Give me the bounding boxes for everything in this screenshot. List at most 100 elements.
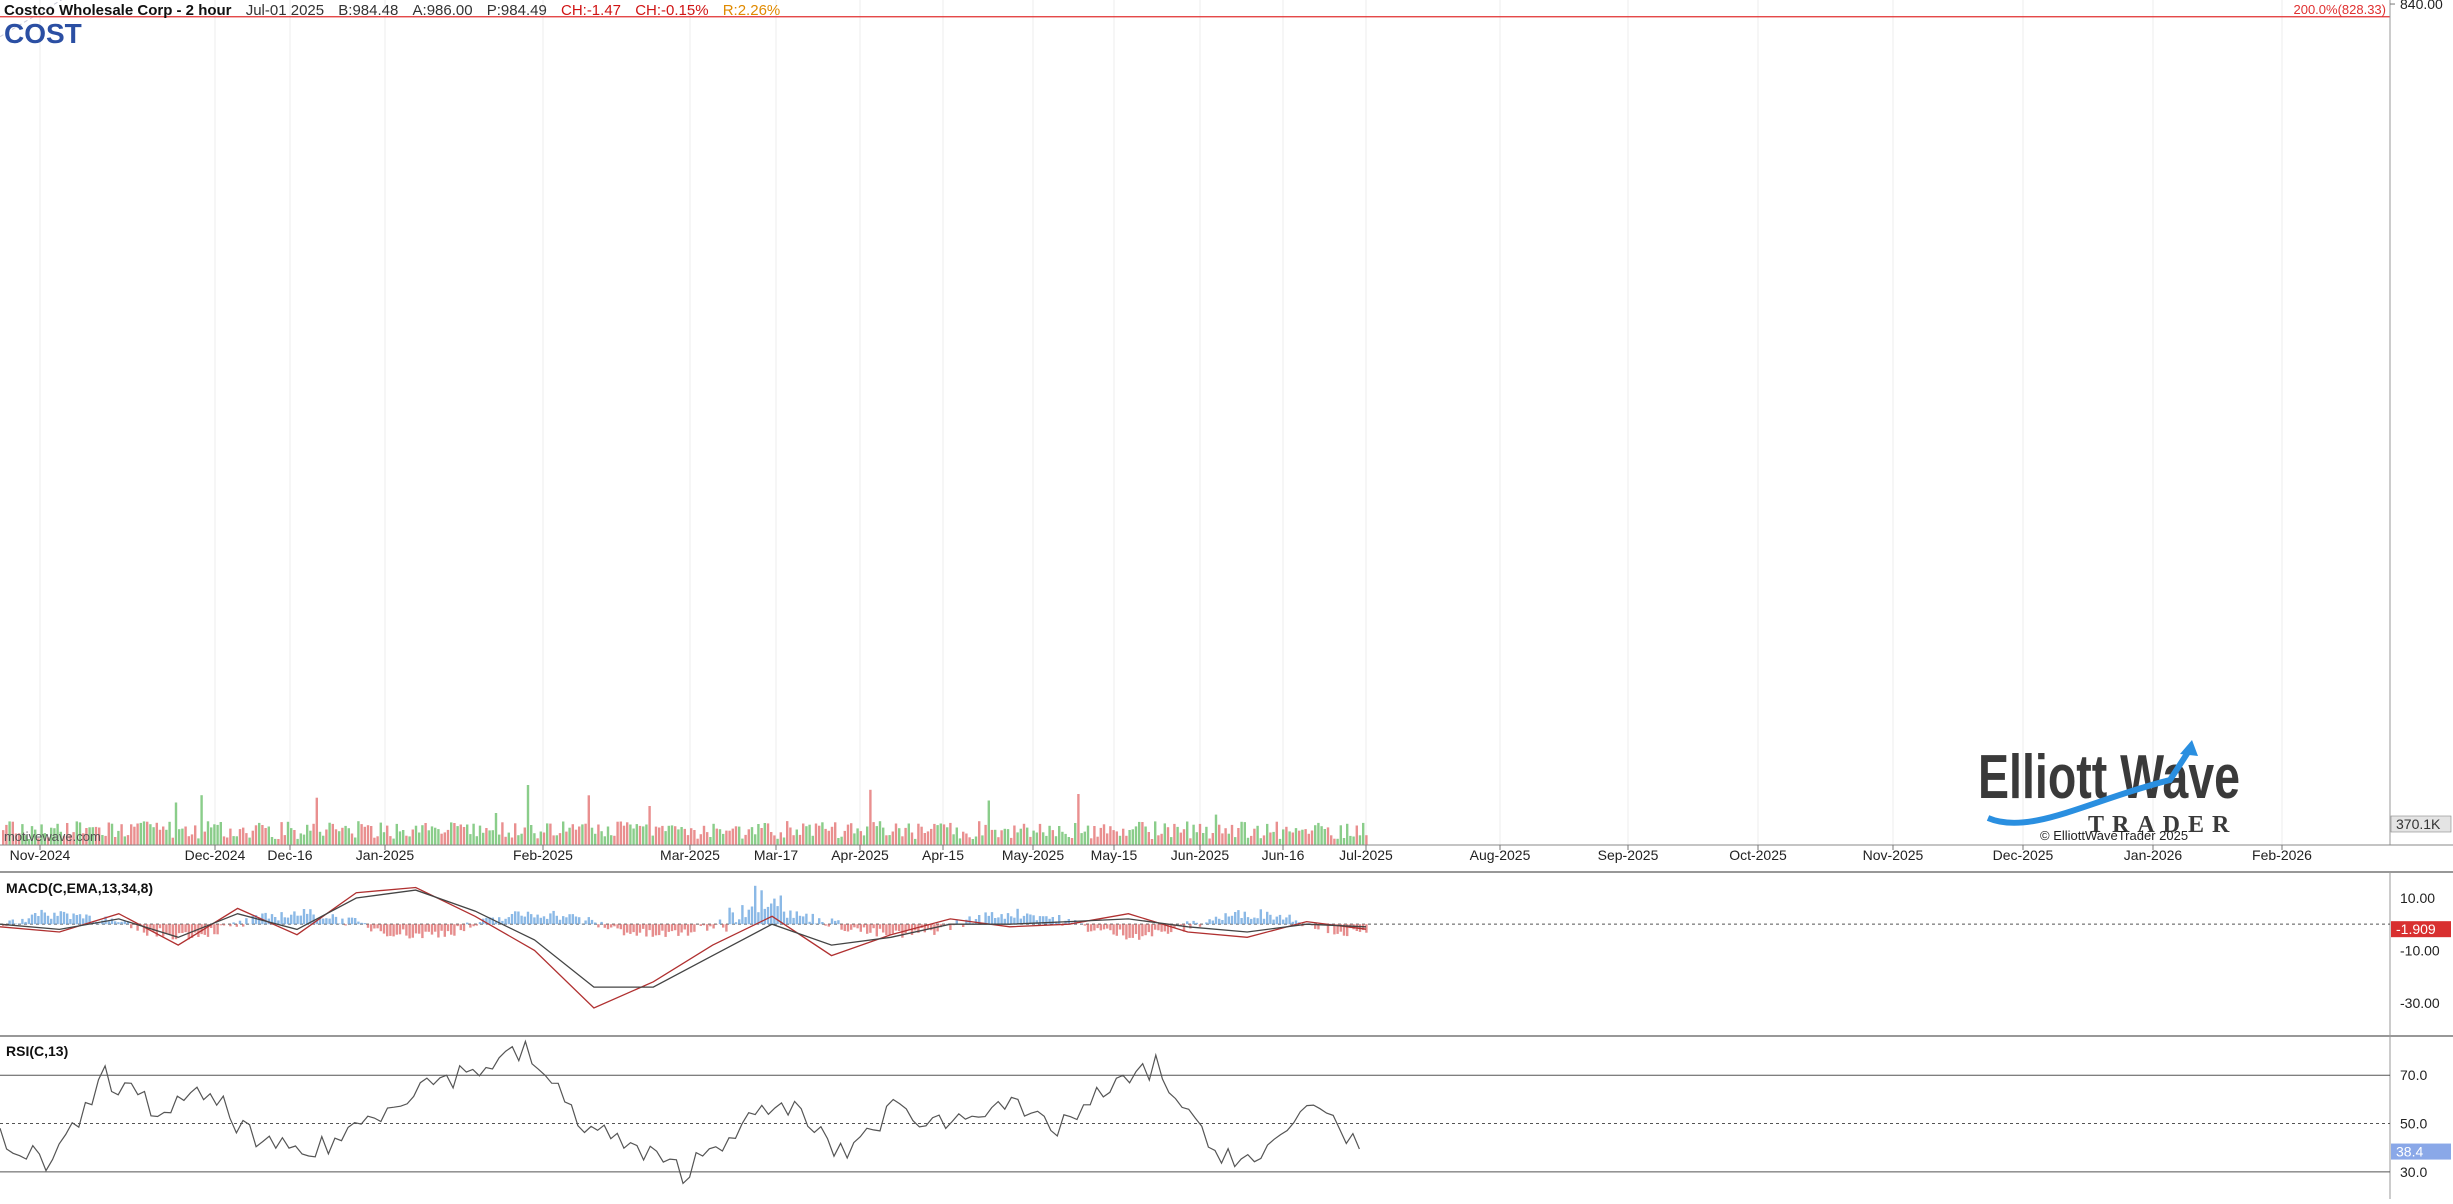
macd-hist-68 [220,924,222,925]
volume-bar-180 [578,827,580,846]
macd-hist-355 [1138,924,1140,940]
volume-bar-315 [1010,838,1012,845]
volume-bar-409 [1311,831,1313,846]
price-tick-label-0: 840.00 [2400,0,2443,12]
macd-hist-12 [40,910,42,924]
volume-bar-341 [1093,826,1095,845]
instrument-title: Costco Wholesale Corp - 2 hour [4,2,232,19]
volume-bar-67 [216,825,218,845]
macd-hist-205 [658,924,660,935]
macd-hist-351 [1125,924,1127,939]
macd-hist-173 [556,916,558,924]
volume-bar-388 [1244,822,1246,845]
macd-hist-21 [69,919,71,924]
volume-bar-41 [133,827,135,845]
macd-hist-179 [575,917,577,925]
volume-bar-410 [1314,825,1316,845]
macd-hist-72 [232,922,234,924]
macd-hist-135 [434,924,436,932]
volume-bar-39 [127,835,129,845]
volume-bar-163 [524,828,526,846]
volume-bar-244 [783,838,785,846]
volume-bar-93 [300,833,302,845]
macd-hist-265 [850,924,852,930]
macd-hist-204 [655,924,657,935]
volume-bar-251 [805,826,807,845]
macd-hist-218 [700,924,702,926]
macd-hist-37 [120,922,122,924]
volume-bar-212 [680,827,682,845]
volume-bar-367 [1176,827,1178,845]
volume-bar-70 [226,838,228,846]
volume-bar-363 [1164,823,1166,845]
macd-hist-53 [172,924,174,939]
volume-bar-219 [703,826,705,845]
header-date: Jul-01 2025 [246,2,324,19]
volume-bar-69 [223,836,225,845]
volume-bar-401 [1285,827,1287,845]
volume-bar-84 [271,837,273,845]
volume-bar-167 [536,838,538,845]
macd-hist-374 [1199,924,1201,927]
volume-bar-320 [1026,828,1028,845]
macd-hist-123 [396,924,398,935]
macd-hist-234 [751,907,753,925]
volume-bar-399 [1279,839,1281,845]
volume-bar-143 [460,825,462,846]
volume-bar-425 [1362,823,1364,845]
volume-bar-331 [1061,832,1063,845]
volume-bar-368 [1180,833,1182,845]
macd-hist-69 [223,924,225,925]
volume-bar-326 [1045,836,1047,845]
macd-hist-235 [754,886,756,924]
volume-bar-382 [1224,828,1226,845]
macd-hist-349 [1119,924,1121,929]
volume-bar-284 [911,833,913,846]
volume-bar-129 [415,826,417,845]
volume-bar-400 [1282,829,1284,845]
macd-hist-343 [1100,924,1102,930]
macd-hist-207 [664,924,666,937]
volume-bar-207 [664,831,666,845]
volume-badge: 370.1K [2396,816,2441,832]
macd-hist-19 [63,912,65,924]
volume-bar-114 [367,825,369,845]
volume-bar-266 [853,833,855,845]
volume-bar-242 [776,839,778,845]
header-bid: B:984.48 [338,2,398,19]
macd-hist-345 [1106,924,1108,928]
volume-bar-359 [1151,839,1153,845]
macd-hist-190 [610,924,612,927]
volume-bar-361 [1157,835,1159,845]
volume-bar-132 [424,823,426,845]
volume-bar-101 [325,830,327,846]
volume-bar-222 [712,824,714,845]
volume-bar-53 [172,838,174,845]
volume-bar-234 [751,827,753,845]
volume-bar-188 [604,836,606,845]
volume-bar-138 [444,832,446,845]
macd-hist-393 [1260,909,1262,924]
volume-bar-302 [968,837,970,845]
volume-bar-258 [828,831,830,845]
macd-hist-180 [578,917,580,924]
volume-bar-168 [540,832,542,846]
volume-bar-253 [812,836,814,845]
volume-bar-119 [383,832,385,845]
volume-bar-387 [1240,822,1242,845]
macd-hist-17 [56,916,58,924]
macd-hist-339 [1087,924,1089,932]
volume-bar-155 [498,835,500,845]
macd-hist-296 [949,924,951,930]
volume-bar-65 [210,827,212,845]
macd-hist-175 [562,916,564,924]
macd-hist-109 [351,918,353,925]
volume-bar-175 [562,822,564,846]
volume-bar-177 [568,828,570,845]
volume-bar-276 [885,835,887,845]
volume-bar-227 [728,831,730,845]
volume-bar-113 [364,827,366,845]
time-tick-label-5: Mar-2025 [660,847,720,863]
macd-hist-330 [1058,915,1060,924]
volume-bar-417 [1336,839,1338,845]
